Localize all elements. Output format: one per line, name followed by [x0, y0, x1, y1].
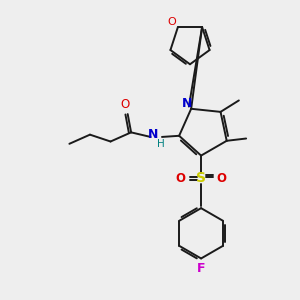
- Text: F: F: [197, 262, 205, 275]
- Text: N: N: [148, 128, 158, 141]
- Text: H: H: [157, 139, 165, 149]
- Text: N: N: [182, 97, 192, 110]
- Text: O: O: [217, 172, 227, 185]
- Text: O: O: [176, 172, 185, 185]
- Text: O: O: [121, 98, 130, 111]
- Text: O: O: [168, 17, 177, 28]
- Text: S: S: [196, 171, 206, 185]
